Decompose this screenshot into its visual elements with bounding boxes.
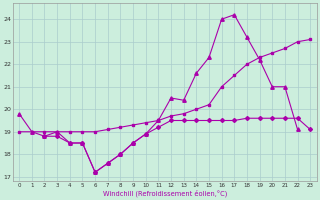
- X-axis label: Windchill (Refroidissement éolien,°C): Windchill (Refroidissement éolien,°C): [102, 189, 227, 197]
